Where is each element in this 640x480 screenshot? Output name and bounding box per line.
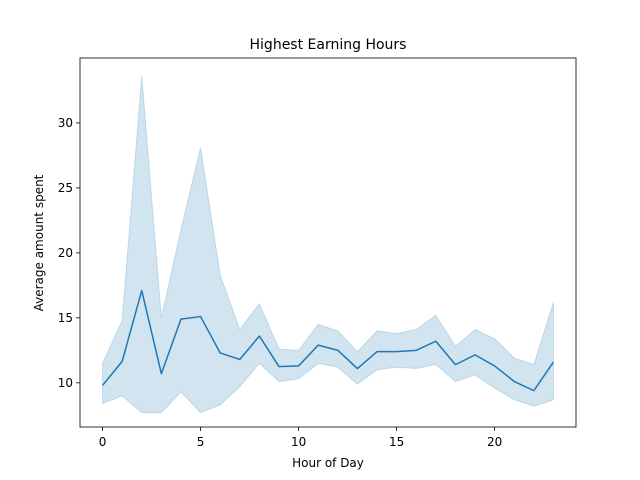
series-line — [101, 289, 555, 392]
y-tick-label: 25 — [58, 181, 73, 195]
y-axis-ticks: 10 15 20 25 30 — [58, 116, 80, 390]
chart-title: Highest Earning Hours — [250, 37, 407, 53]
y-axis-label: Average amount spent — [32, 174, 46, 311]
y-tick-label: 10 — [58, 376, 73, 390]
x-axis-ticks: 0 5 10 15 20 — [99, 427, 502, 449]
axes-frame — [79, 57, 577, 428]
x-tick-label: 20 — [487, 435, 502, 449]
x-tick-label: 0 — [99, 435, 107, 449]
x-axis-label: Hour of Day — [292, 456, 364, 470]
y-tick-label: 30 — [58, 116, 73, 130]
plot-area — [101, 76, 555, 414]
x-tick-label: 15 — [389, 435, 404, 449]
confidence-band — [102, 76, 554, 414]
y-tick-label: 15 — [58, 311, 73, 325]
x-tick-label: 5 — [197, 435, 205, 449]
y-tick-label: 20 — [58, 246, 73, 260]
x-tick-label: 10 — [291, 435, 306, 449]
